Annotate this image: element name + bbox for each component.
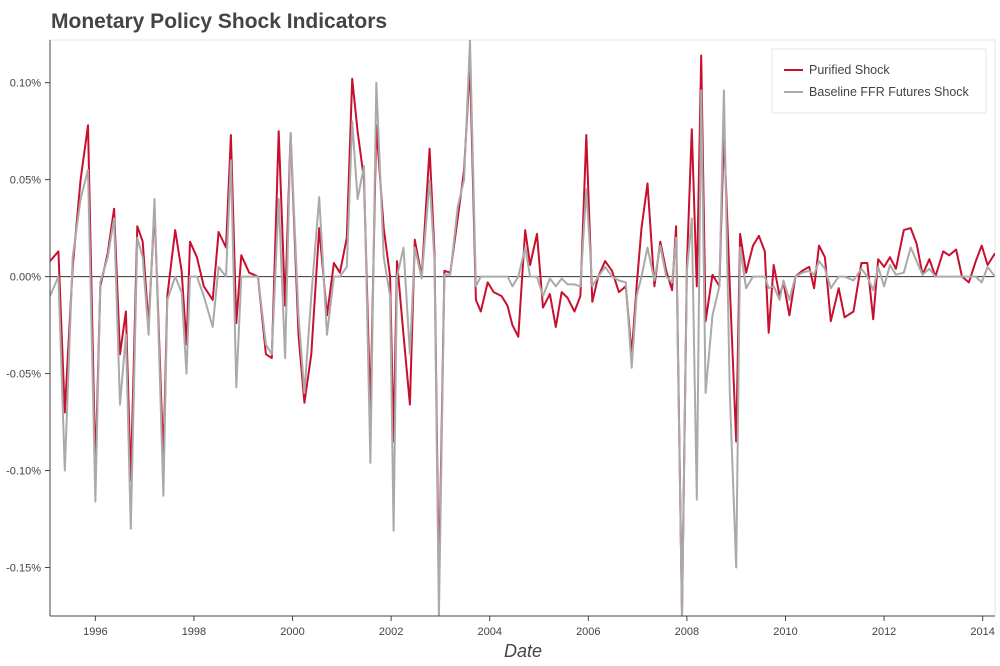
legend-label-purified-shock: Purified Shock — [809, 63, 890, 77]
series-line-purified-shock — [50, 54, 995, 616]
x-tick-label: 2006 — [576, 626, 600, 638]
y-tick-label: -0.10% — [6, 466, 41, 478]
x-tick-label: 2010 — [773, 626, 797, 638]
x-tick-label: 1998 — [182, 626, 206, 638]
y-tick-label: 0.00% — [10, 272, 41, 284]
series-layer — [50, 40, 995, 616]
series-line-baseline-shock — [50, 40, 995, 616]
legend: Purified Shock Baseline FFR Futures Shoc… — [771, 48, 987, 114]
x-axis-ticks: 1996 1998 2000 2002 2004 2006 2008 2010 2012 2014 — [83, 616, 995, 638]
y-tick-label: 0.10% — [10, 78, 41, 90]
x-tick-label: 2014 — [970, 626, 994, 638]
y-tick-label: -0.15% — [6, 563, 41, 575]
x-tick-label: 2012 — [872, 626, 896, 638]
legend-label-baseline-shock: Baseline FFR Futures Shock — [809, 85, 970, 99]
chart-title: Monetary Policy Shock Indicators — [51, 10, 388, 33]
y-axis-ticks: 0.10% 0.05% 0.00% -0.05% -0.10% -0.15% — [6, 78, 50, 575]
x-axis-title: Date — [504, 641, 542, 661]
x-tick-label: 2008 — [675, 626, 699, 638]
x-tick-label: 1996 — [83, 626, 107, 638]
plot-frame — [49, 39, 996, 617]
x-tick-label: 2000 — [280, 626, 304, 638]
y-tick-label: -0.05% — [6, 369, 41, 381]
x-tick-label: 2004 — [477, 626, 501, 638]
y-tick-label: 0.05% — [10, 175, 41, 187]
x-tick-label: 2002 — [379, 626, 403, 638]
legend-box — [771, 48, 987, 114]
